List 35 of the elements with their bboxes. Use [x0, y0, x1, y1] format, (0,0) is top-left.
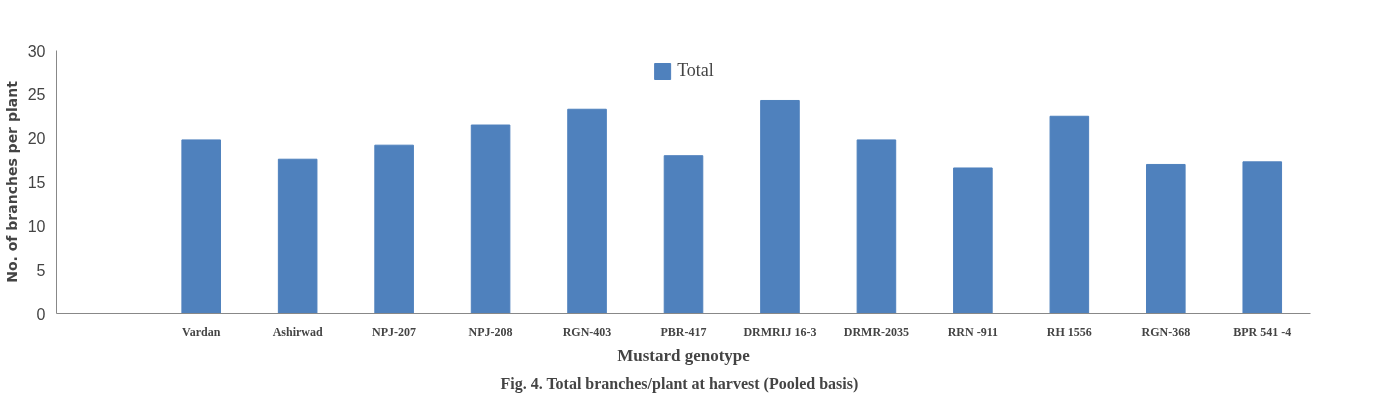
bar: [1146, 163, 1186, 314]
x-tick-label: Ashirwad: [272, 324, 323, 339]
x-tick-label: RRN -911: [947, 324, 999, 339]
x-tick-label: RGN-368: [1141, 324, 1191, 339]
y-tick-label: 25: [27, 86, 46, 104]
caption: Fig. 4. Total branches/plant at harvest (Pooled basis): [500, 374, 859, 393]
y-tick-label: 5: [36, 261, 46, 279]
x-tick-label: RGN-403: [562, 324, 612, 339]
y-tick-label: 20: [27, 130, 46, 148]
y-tick-label: 0: [36, 305, 46, 323]
x-tick-label: NPJ-208: [468, 324, 513, 339]
legend-label: Total: [677, 60, 714, 81]
bar: [856, 139, 897, 314]
bar: [663, 155, 704, 314]
bar: [567, 108, 607, 314]
y-tick-label: 15: [27, 174, 46, 191]
x-tick-label: Vardan: [182, 324, 221, 339]
x-tick-label: PBR-417: [660, 324, 707, 339]
bar: [470, 124, 511, 314]
bar: [181, 139, 221, 314]
x-axis-title: Mustard genotype: [617, 345, 751, 365]
bar: [1049, 115, 1090, 314]
bar: [277, 158, 318, 314]
x-tick-label: RH 1556: [1046, 324, 1092, 339]
bar: [760, 99, 800, 314]
x-tick-label: DRMR-2035: [843, 324, 910, 339]
bar: [374, 144, 414, 314]
bar: [1242, 161, 1283, 314]
x-tick-label: DRMRIJ 16-3: [743, 324, 817, 339]
y-axis-title: No. of branches per plant: [3, 80, 20, 283]
x-tick-label: NPJ-207: [372, 324, 417, 339]
y-tick-label: 30: [27, 42, 46, 60]
bar: [953, 167, 993, 314]
y-tick-label: 10: [27, 217, 46, 235]
x-tick-label: BPR 541 -4: [1233, 324, 1292, 339]
